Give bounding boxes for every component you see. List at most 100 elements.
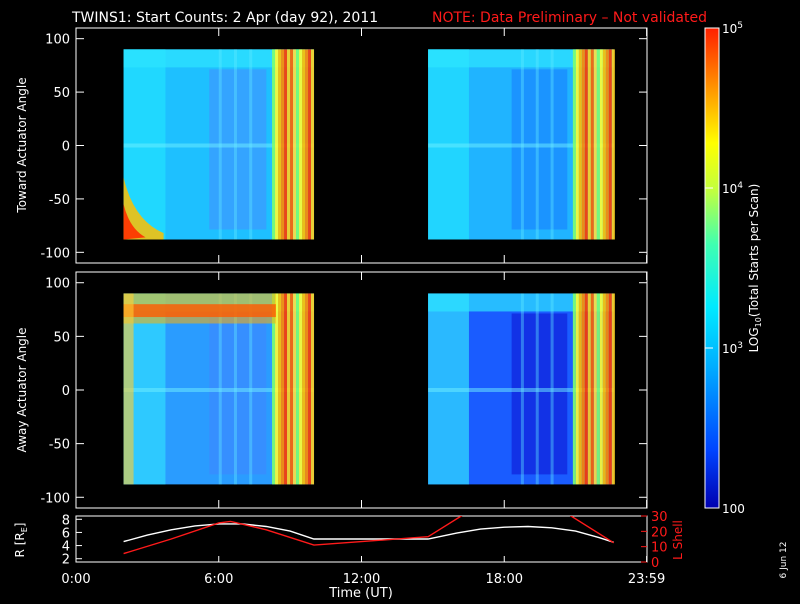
colorbar-tick-label: 103 <box>722 341 743 356</box>
away-heatmap-panel: 100 50 0 -50 -100 Away Actuator Angle <box>15 271 648 509</box>
heatmap-inner <box>209 69 267 230</box>
heatmap-hot-stripe <box>596 49 600 240</box>
colorbar-gradient <box>705 28 719 508</box>
heatmap-zero-band <box>123 143 314 148</box>
lshell-tick-label: 20 <box>651 525 668 540</box>
heatmap-hot-stripe <box>308 293 312 485</box>
colorbar-tick-label: 104 <box>722 181 743 196</box>
heatmap-hot-stripe <box>302 293 306 485</box>
heatmap-hot-stripe <box>296 293 300 485</box>
date-stamp: 6 Jun 12 <box>779 542 789 579</box>
heatmap-zero-band <box>428 388 614 392</box>
heatmap-hot-stripe <box>605 49 609 240</box>
chart-title: TWINS1: Start Counts: 2 Apr (day 92), 20… <box>71 10 378 26</box>
heatmap-hot-stripe <box>593 49 597 240</box>
heatmap-hot-stripe <box>308 49 312 240</box>
away-heatmap-data <box>123 293 615 485</box>
heatmap-hot-stripe <box>584 293 588 485</box>
toward-y-axis: 100 50 0 -50 -100 <box>40 33 647 261</box>
radius-tick-label: 4 <box>62 540 70 555</box>
lshell-axis-label: L Shell <box>671 520 685 560</box>
heatmap-hot-stripe <box>290 293 294 485</box>
time-tick-label: 12:00 <box>343 572 380 587</box>
heatmap-hot-stripe <box>581 293 585 485</box>
preliminary-note: NOTE: Data Preliminary – Not validated <box>432 10 707 26</box>
time-axis-label: Time (UT) <box>328 586 393 600</box>
heatmap-hot-stripe <box>296 49 300 240</box>
heatmap-top-fringe <box>428 293 614 312</box>
heatmap-inner <box>511 313 568 475</box>
heatmap-hot-stripe <box>278 49 282 240</box>
heatmap-hot-stripe <box>275 293 279 485</box>
time-tick-label: 18:00 <box>486 572 523 587</box>
radius-tick-label: 2 <box>62 553 70 568</box>
heatmap-hot-stripe <box>602 49 606 240</box>
lshell-tick-label: 0 <box>651 556 659 571</box>
heatmap-hot-stripe <box>287 293 291 485</box>
lshell-tick-label: 10 <box>651 541 668 556</box>
radius-line <box>123 523 614 543</box>
y-tick-label: -50 <box>49 193 70 208</box>
lshell-line <box>123 516 615 555</box>
heatmap-hot-stripe <box>572 49 576 240</box>
heatmap-hot-stripe <box>293 49 297 240</box>
heatmap-hot-stripe <box>287 49 291 240</box>
y-tick-label: -100 <box>40 246 70 261</box>
y-tick-label: 0 <box>62 384 70 399</box>
heatmap-hot-stripe <box>599 293 603 485</box>
heatmap-hot-stripe <box>578 293 582 485</box>
heatmap-hot-stripe <box>590 293 594 485</box>
heatmap-hot-stripe <box>272 293 276 485</box>
time-tick-label: 23:59 <box>628 572 665 587</box>
heatmap-hot-stripe <box>608 293 612 485</box>
heatmap-inner <box>511 69 568 230</box>
y-tick-label: 50 <box>53 330 70 345</box>
heatmap-hot-stripe <box>311 293 315 485</box>
toward-y-axis-label: Toward Actuator Angle <box>15 77 29 213</box>
heatmap-hot-stripe <box>593 293 597 485</box>
heatmap-band-hot <box>123 304 276 318</box>
toward-heatmap-data <box>123 49 615 240</box>
y-tick-label: 100 <box>45 33 70 48</box>
heatmap-hot-stripe <box>611 293 615 485</box>
heatmap-hot-stripe <box>305 49 309 240</box>
heatmap-hot-stripe <box>587 49 591 240</box>
colorbar: 105 104 103 100 LOG10(Total Starts per Scan… <box>704 21 763 516</box>
colorbar-label: LOG10(Total Starts per Scan) <box>747 184 763 353</box>
heatmap-hot-stripe <box>584 49 588 240</box>
away-y-axis: 100 50 0 -50 -100 <box>40 277 647 506</box>
heatmap-hot-stripe <box>578 49 582 240</box>
radius-tick-label: 6 <box>62 526 70 541</box>
heatmap-hot-stripe <box>572 293 576 485</box>
colorbar-tick-label: 105 <box>722 21 743 36</box>
lshell-tick-label: 30 <box>651 510 668 525</box>
colorbar-tick-label: 100 <box>722 502 745 516</box>
heatmap-hot-stripe <box>299 49 303 240</box>
heatmap-hot-stripe <box>299 293 303 485</box>
y-tick-label: 50 <box>53 86 70 101</box>
time-tick-label: 6:00 <box>204 572 233 587</box>
heatmap-top-fringe <box>123 49 314 68</box>
y-tick-label: 0 <box>62 140 70 155</box>
orbit-series <box>123 516 615 555</box>
heatmap-hot-stripe <box>581 49 585 240</box>
heatmap-hot-stripe <box>599 49 603 240</box>
heatmap-hot-stripe <box>290 49 294 240</box>
away-y-axis-label: Away Actuator Angle <box>15 327 29 452</box>
heatmap-hot-stripe <box>575 293 579 485</box>
time-tick-label: 0:00 <box>61 572 90 587</box>
time-axis: 0:00 6:00 12:00 18:00 23:59 <box>61 556 665 587</box>
heatmap-hot-stripe <box>611 49 615 240</box>
heatmap-hot-stripe <box>587 293 591 485</box>
heatmap-hot-stripe <box>293 293 297 485</box>
heatmap-hot-stripe <box>590 49 594 240</box>
away-x-ticks <box>75 272 648 508</box>
heatmap-zero-band <box>428 143 614 148</box>
radius-axis-label: R [RE] <box>13 523 29 558</box>
heatmap-hot-stripe <box>284 49 288 240</box>
heatmap-hot-stripe <box>596 293 600 485</box>
